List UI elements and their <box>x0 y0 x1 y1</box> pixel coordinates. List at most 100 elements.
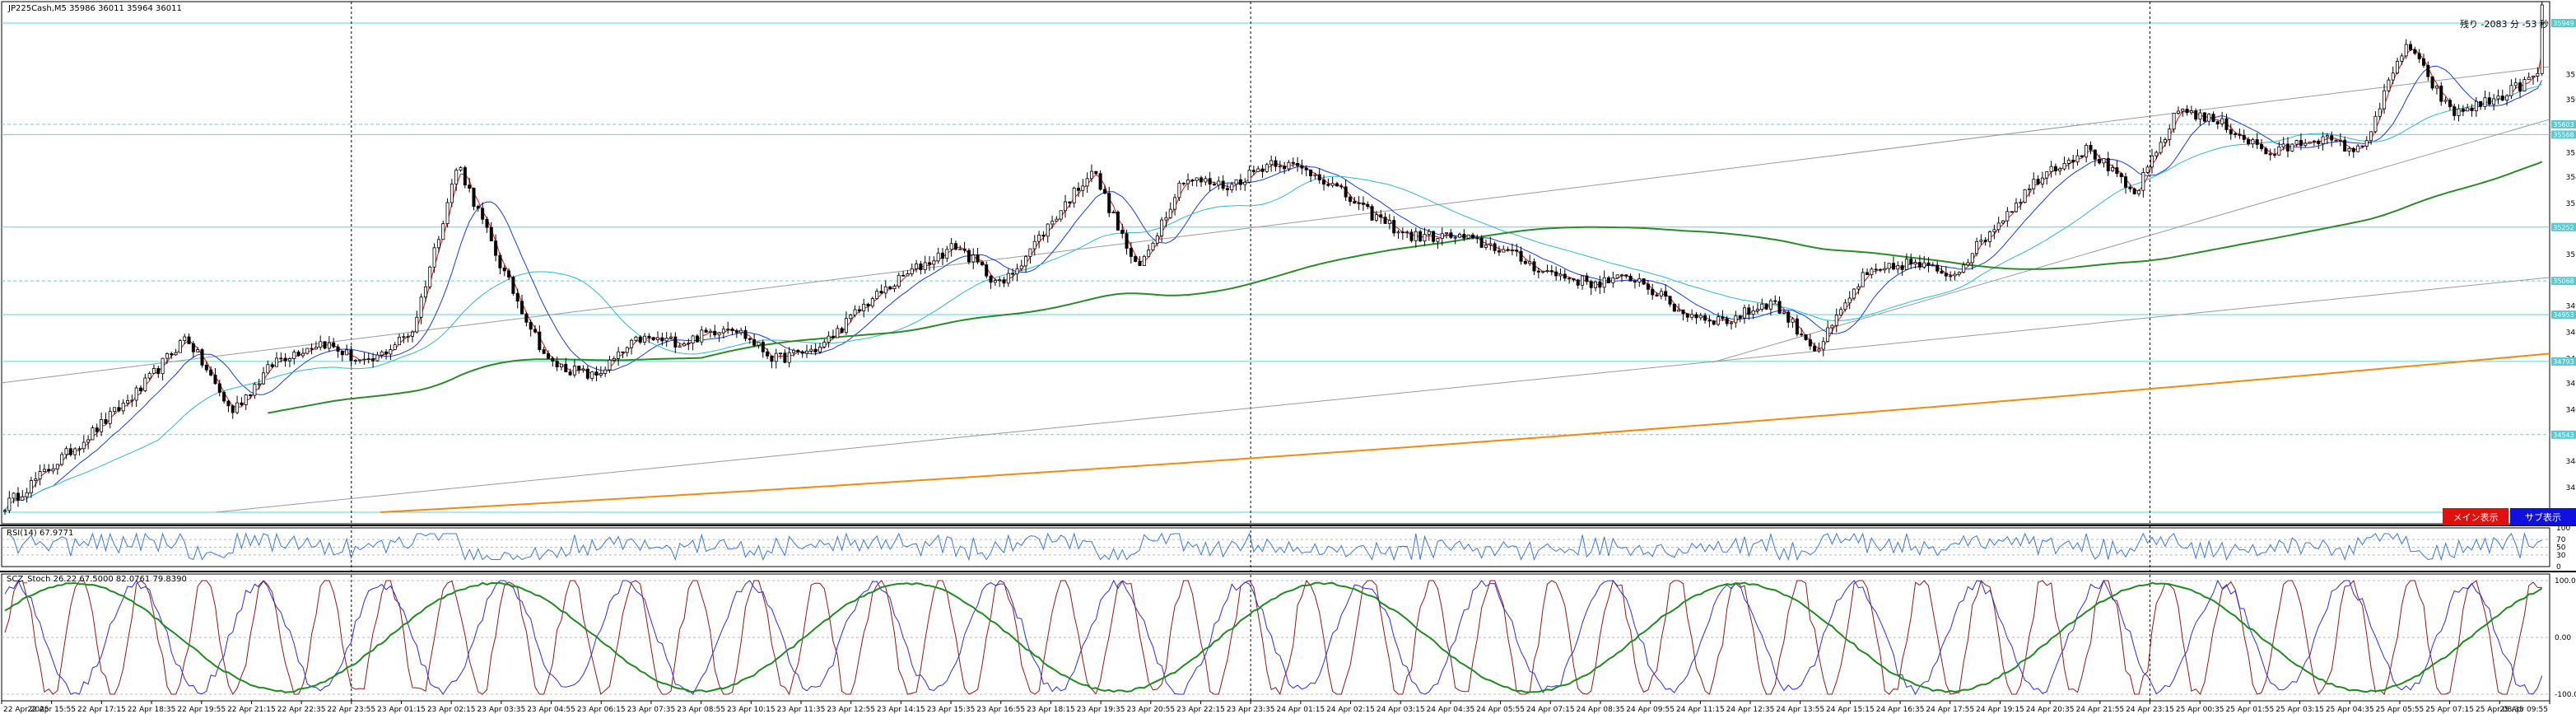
time-axis-label: 24 Apr 07:15 <box>1526 706 1575 714</box>
candle-body <box>292 352 296 359</box>
candle-body <box>2356 145 2360 152</box>
candle-body <box>634 336 638 341</box>
candle-body <box>1098 173 1102 190</box>
candle-body <box>1523 260 1527 264</box>
candle-body <box>1668 296 1672 305</box>
candle-body <box>1155 236 1159 244</box>
main-button-label[interactable]: メイン表示 <box>2453 511 2499 523</box>
candle-body <box>2360 145 2364 147</box>
candle-body <box>2518 82 2522 91</box>
candle-body <box>1996 222 2001 231</box>
candle-body <box>2049 166 2053 172</box>
candle-body <box>1072 188 1076 203</box>
candle-body <box>445 202 450 225</box>
candle-body <box>1847 297 1852 304</box>
candle-body <box>95 427 99 432</box>
candle-body <box>1887 263 1891 269</box>
candle-body <box>1519 250 1523 262</box>
candle-body <box>2124 176 2128 188</box>
sub-button-label[interactable]: サブ表示 <box>2525 511 2561 523</box>
candle-body <box>375 354 380 362</box>
candle-body <box>1891 263 1895 270</box>
candle-body <box>1265 164 1269 172</box>
time-axis-label: 23 Apr 07:35 <box>627 706 676 714</box>
candle-body <box>2303 142 2308 147</box>
candle-body <box>468 184 472 189</box>
candle-body <box>2532 76 2536 78</box>
candle-body <box>1488 243 1493 245</box>
candle-body <box>1949 275 1953 278</box>
candle-body <box>2132 188 2136 194</box>
candle-body <box>2202 112 2206 122</box>
candle-body <box>507 270 511 278</box>
candle-body <box>844 318 848 334</box>
candle-body <box>953 243 957 250</box>
candle-body <box>1917 262 1922 268</box>
candle-body <box>1856 286 1861 290</box>
candle-body <box>1283 166 1287 170</box>
candle-body <box>21 496 25 501</box>
main-button-bg[interactable] <box>2443 508 2508 525</box>
candle-body <box>1628 275 1633 282</box>
candle-body <box>138 387 142 391</box>
rsi-axis-label: 70 <box>2556 536 2566 544</box>
candle-body <box>1975 240 1979 254</box>
candle-body <box>2312 140 2316 142</box>
candle-body <box>2207 114 2211 122</box>
candle-body <box>761 342 765 352</box>
candle-body <box>16 492 20 501</box>
candle-body <box>1598 281 1602 288</box>
candle-body <box>730 329 734 332</box>
candle-body <box>274 357 278 367</box>
candle-body <box>1567 278 1572 280</box>
candle-body <box>2215 121 2220 124</box>
candle-body <box>1260 168 1265 172</box>
candle-body <box>266 364 270 374</box>
candle-body <box>1817 348 1821 352</box>
candle-body <box>2461 108 2465 112</box>
price-axis-label: 34983 <box>2566 302 2576 310</box>
candle-body <box>305 348 310 354</box>
candle-body <box>695 335 699 343</box>
candle-body <box>1335 183 1339 187</box>
stoch-axis-label: -100.0 <box>2555 691 2576 699</box>
time-axis-label: 24 Apr 01:15 <box>1276 706 1325 714</box>
candle-body <box>2224 118 2229 130</box>
price-axis-label: 35506 <box>2566 149 2576 157</box>
candle-body <box>2338 139 2342 142</box>
candle-body <box>1821 341 1825 350</box>
candle-body <box>1374 214 1378 221</box>
sub-button[interactable]: サブ表示 <box>2510 508 2576 525</box>
candle-body <box>1274 160 1278 167</box>
candle-body <box>2062 162 2066 170</box>
time-axis-label: 23 Apr 11:35 <box>777 706 826 714</box>
candle-body <box>38 471 42 480</box>
candle-body <box>2185 109 2189 114</box>
candle-body <box>1563 273 1567 279</box>
candle-body <box>919 264 923 270</box>
candle-body <box>647 335 651 338</box>
countdown-label: 残り -2083 分 -53 秒 <box>2460 18 2549 30</box>
candle-body <box>2396 61 2400 74</box>
candle-body <box>564 363 568 372</box>
candle-body <box>2053 166 2057 171</box>
candle-body <box>748 338 752 340</box>
time-axis-label: 23 Apr 22:15 <box>1176 706 1225 714</box>
candle-body <box>423 286 427 298</box>
candle-body <box>1502 249 1506 253</box>
sub-button-bg[interactable] <box>2510 508 2576 525</box>
candle-body <box>1738 315 1742 319</box>
candle-body <box>2102 158 2106 164</box>
ma-long-line <box>268 161 2543 414</box>
candle-body <box>25 492 29 497</box>
candle-body <box>940 252 944 259</box>
candle-body <box>187 336 191 344</box>
main-button[interactable]: メイン表示 <box>2443 508 2508 525</box>
time-axis-label: 24 Apr 15:15 <box>1826 706 1875 714</box>
candle-body <box>2439 86 2443 102</box>
candle-body <box>2247 138 2251 145</box>
candle-body <box>2071 160 2075 163</box>
candle-body <box>1221 180 1225 189</box>
candle-body <box>463 167 467 186</box>
